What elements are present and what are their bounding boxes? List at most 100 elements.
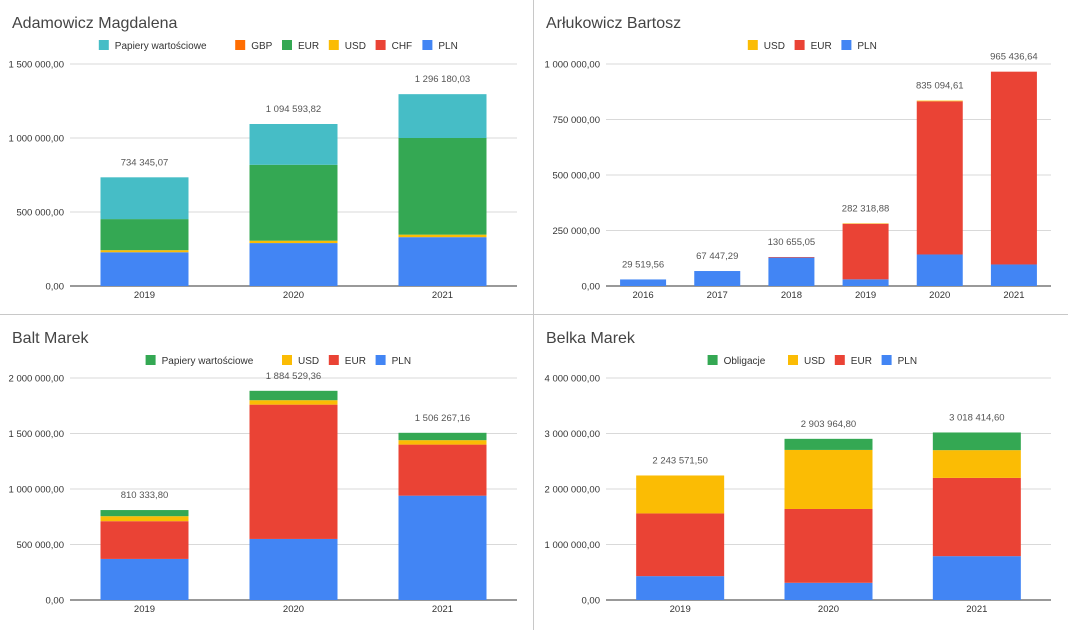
legend-item-eur: EUR	[282, 40, 319, 52]
bar-segment-papiery-wartosciowe-2020	[249, 390, 338, 401]
legend-swatch	[747, 40, 758, 50]
y-tick-label: 1 500 000,00	[9, 429, 64, 440]
bar-segment-eur-2018	[768, 256, 815, 258]
legend-swatch	[328, 40, 339, 50]
legend-swatch	[375, 355, 386, 365]
bar-stack-2021	[990, 71, 1037, 286]
bar-segment-usd-2020	[916, 100, 963, 102]
y-tick-label: 0,00	[582, 282, 601, 293]
y-tick-label: 1 000 000,00	[9, 485, 64, 496]
x-tick-label: 2020	[818, 604, 839, 615]
bar-segment-eur-2020	[249, 404, 338, 539]
bars	[100, 94, 487, 286]
bar-segment-usd-2020	[784, 449, 873, 509]
chart-panel-arlukowicz: Arłukowicz Bartosz USD EUR PLN 0,00 250 000,0…	[534, 0, 1068, 315]
bars	[620, 71, 1037, 286]
bar-segment-eur-2019	[100, 219, 189, 251]
bars	[100, 390, 487, 600]
chart-title: Belka Marek	[546, 330, 636, 347]
chart-title: Adamowicz Magdalena	[12, 15, 178, 32]
legend-label: CHF	[392, 41, 413, 52]
legend-label: GBP	[251, 41, 272, 52]
bar-stack-2020	[249, 124, 338, 286]
bar-segment-usd-2021	[398, 234, 487, 238]
bar-segment-pln-2021	[990, 264, 1037, 286]
bar-segment-pln-2019	[100, 252, 189, 286]
bar-segment-obligacje-2020	[784, 438, 873, 450]
y-tick-label: 1 000 000,00	[545, 60, 600, 71]
chart-title: Arłukowicz Bartosz	[546, 15, 681, 32]
x-tick-label: 2020	[929, 290, 950, 301]
y-tick-label: 500 000,00	[16, 208, 64, 219]
y-tick-label: 2 000 000,00	[545, 485, 600, 496]
bar-stack-2020	[784, 438, 873, 600]
bar-segment-pln-2020	[249, 243, 338, 286]
bar-segment-papiery-wartosciowe-2019	[100, 510, 189, 517]
bar-segment-eur-2019	[100, 521, 189, 559]
total-label: 29 519,56	[622, 259, 664, 270]
legend-item-pln: PLN	[375, 355, 411, 367]
legend-label: PLN	[857, 41, 876, 52]
bar-segment-papiery-wartosciowe-2021	[398, 432, 487, 441]
x-tick-label: 2019	[134, 290, 155, 301]
bar-stack-2021	[932, 432, 1021, 600]
x-tick-label: 2017	[707, 290, 728, 301]
legend-label: Obligacje	[724, 356, 766, 367]
bar-segment-pln-2019	[100, 558, 189, 600]
total-label: 3 018 414,60	[949, 412, 1004, 423]
legend-swatch	[282, 355, 292, 365]
total-label: 2 903 964,80	[801, 419, 856, 430]
y-tick-label: 0,00	[46, 596, 65, 607]
bar-segment-usd-2020	[249, 240, 338, 244]
chart-panel-belka: Belka Marek Obligacje USD EUR PLN 0,00 1 000 0…	[534, 315, 1068, 630]
y-tick-label: 1 500 000,00	[9, 60, 64, 71]
bar-segment-usd-2019	[100, 250, 189, 253]
bar-segment-pln-2017	[694, 271, 741, 286]
chart-adamowicz: Adamowicz Magdalena Papiery wartościowe GB…	[9, 15, 517, 301]
bar-segment-pln-2018	[768, 257, 815, 286]
total-label: 734 345,07	[121, 157, 169, 168]
y-tick-label: 500 000,00	[552, 171, 600, 182]
bar-segment-eur-2019	[842, 223, 889, 280]
bar-segment-usd-2019	[100, 516, 189, 522]
legend-label: USD	[804, 356, 825, 367]
y-tick-label: 750 000,00	[552, 115, 600, 126]
bar-segment-usd-2019	[636, 475, 725, 514]
legend-label: EUR	[345, 356, 366, 367]
y-tick-label: 500 000,00	[16, 540, 64, 551]
bar-segment-obligacje-2021	[932, 432, 1021, 451]
y-tick-label: 3 000 000,00	[545, 429, 600, 440]
bar-segment-usd-2021	[932, 450, 1021, 478]
legend-item-pln: PLN	[422, 40, 458, 52]
legend-item-usd: USD	[747, 40, 785, 52]
bar-segment-eur-2020	[249, 164, 338, 241]
bar-segment-pln-2020	[916, 254, 963, 286]
bar-segment-pln-2016	[620, 279, 667, 286]
bar-segment-pln-2021	[398, 495, 487, 600]
legend-label: PLN	[898, 356, 917, 367]
bar-stack-2018	[768, 256, 815, 286]
legend-label: EUR	[298, 41, 319, 52]
legend-swatch	[328, 355, 339, 365]
bar-segment-pln-2019	[636, 576, 725, 600]
x-tick-label: 2019	[670, 604, 691, 615]
y-tick-label: 2 000 000,00	[9, 374, 64, 385]
bar-segment-usd-2021	[398, 440, 487, 445]
y-gridlines	[606, 63, 1051, 287]
y-tick-label: 0,00	[582, 596, 601, 607]
legend-item-eur: EUR	[834, 355, 872, 367]
legend-item-usd: USD	[328, 40, 366, 52]
total-label: 1 296 180,03	[415, 74, 470, 85]
legend-swatch	[707, 355, 718, 365]
bar-segment-eur-2021	[398, 444, 487, 496]
legend-item-obligacje: Obligacje	[707, 355, 766, 367]
legend-item-pln: PLN	[881, 355, 917, 367]
legend-label: USD	[345, 41, 366, 52]
x-tick-label: 2020	[283, 604, 304, 615]
bar-segment-eur-2021	[990, 71, 1037, 265]
bar-segment-eur-2020	[916, 101, 963, 255]
bar-segment-papiery-wartosciowe-2021	[398, 94, 487, 138]
legend-label: Papiery wartościowe	[162, 356, 254, 367]
legend-item-papiery-wartosciowe: Papiery wartościowe	[145, 355, 254, 367]
